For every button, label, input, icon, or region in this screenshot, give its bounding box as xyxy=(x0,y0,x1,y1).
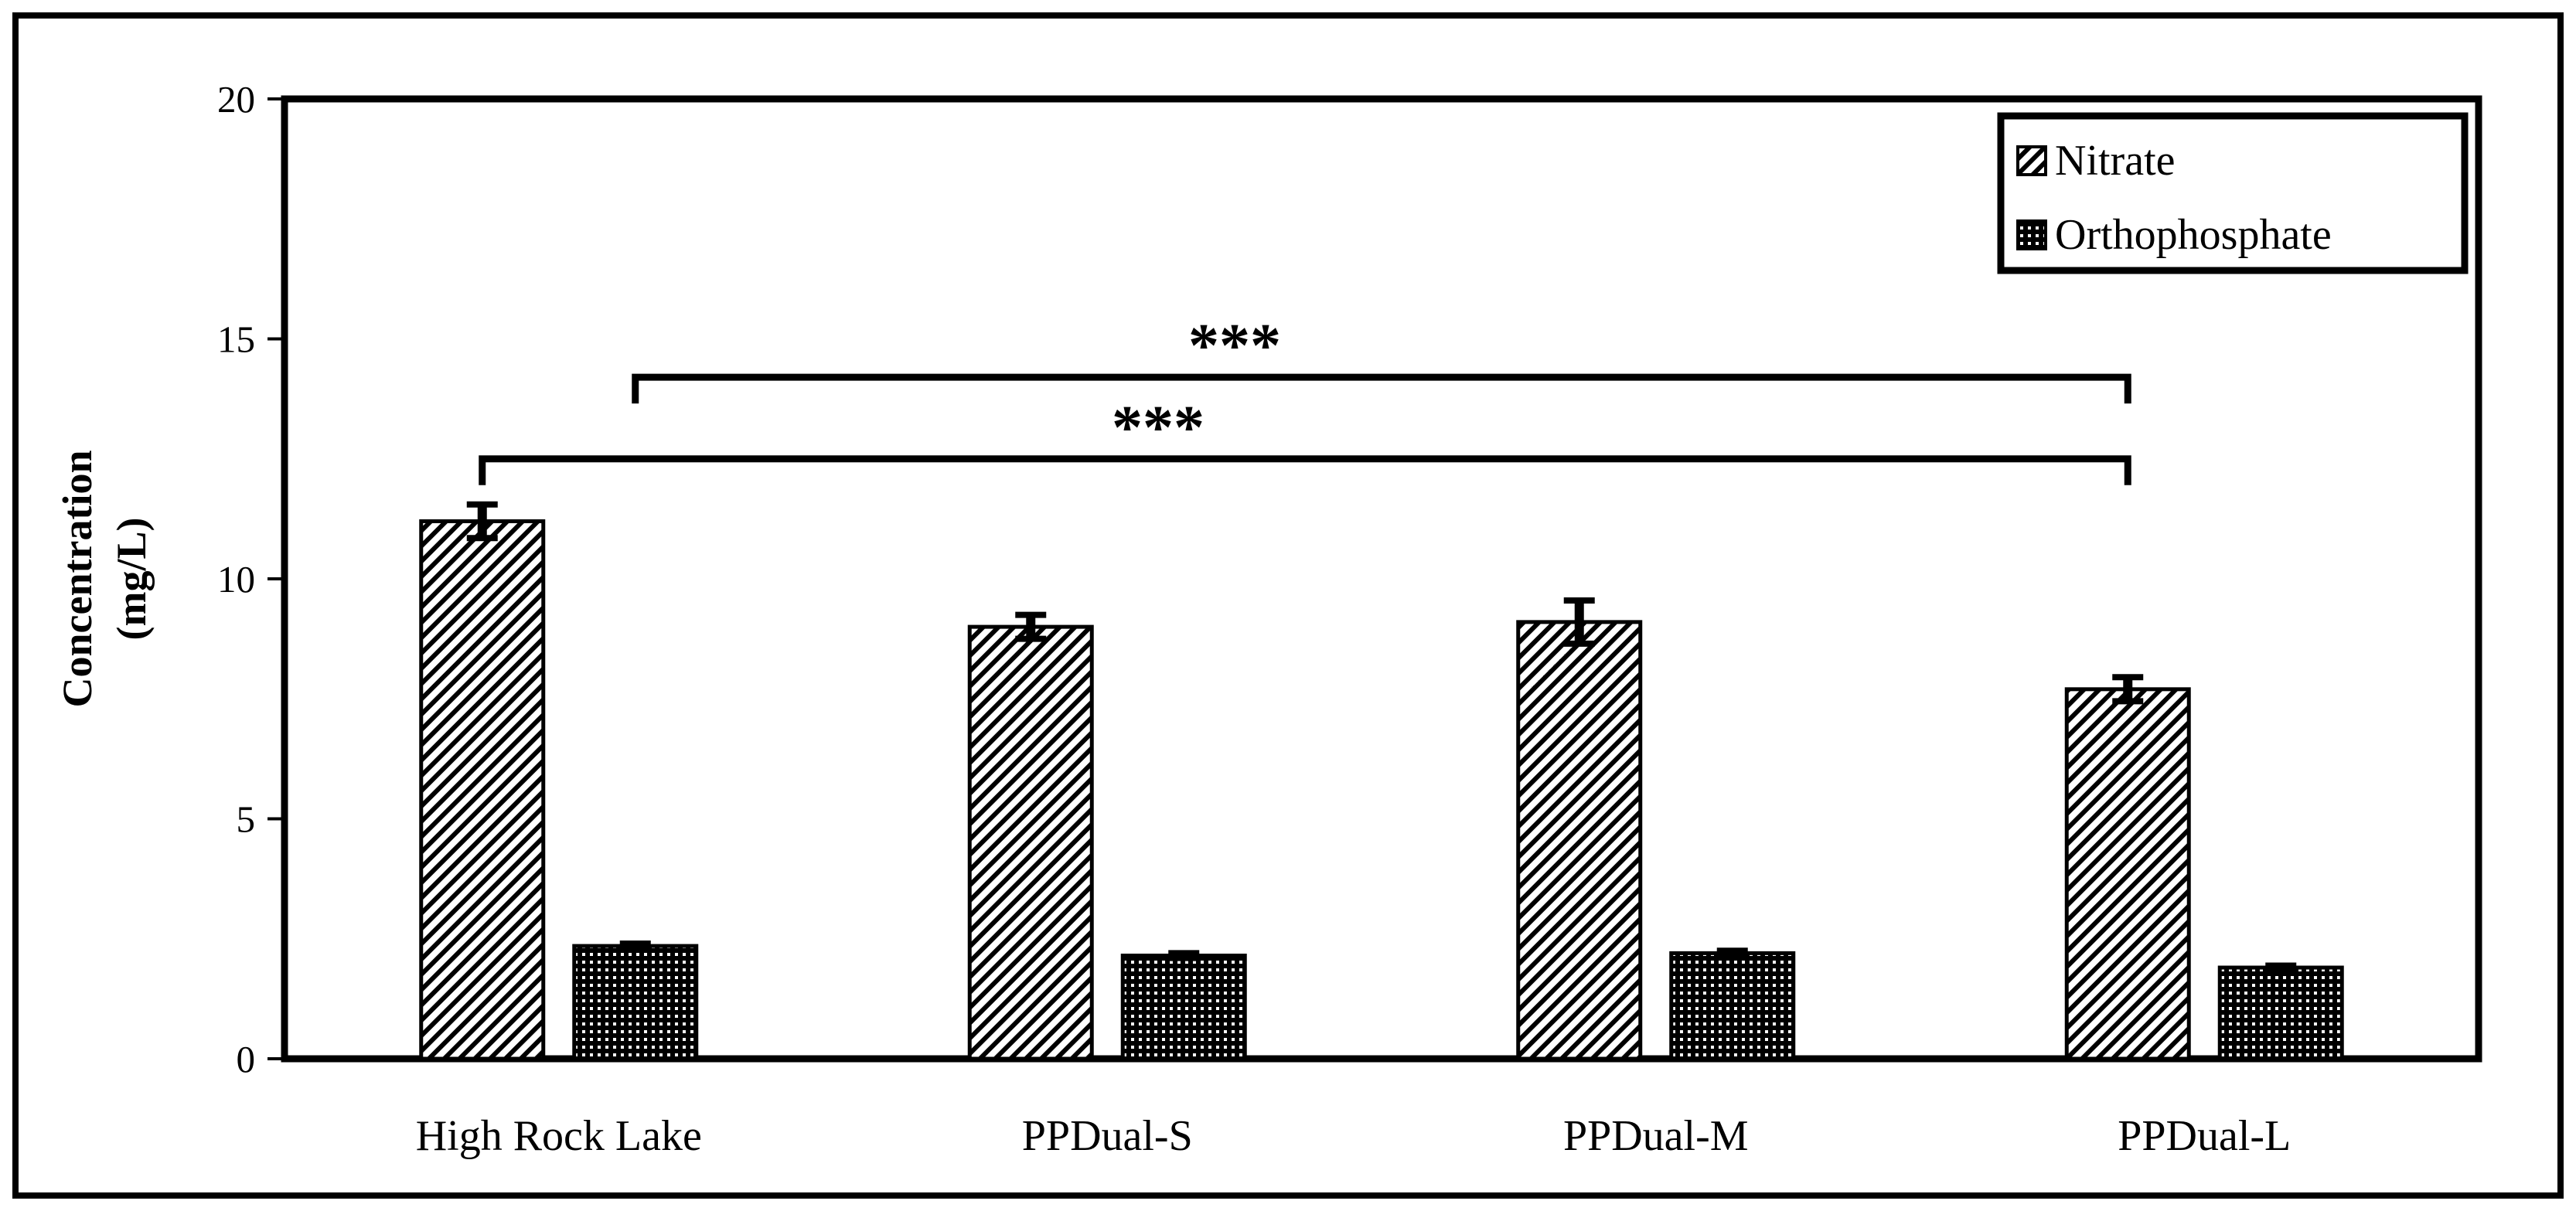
bar-nitrate-0 xyxy=(419,519,546,1061)
bar-orthophosphate-1 xyxy=(1120,953,1247,1061)
outer-frame xyxy=(12,12,2564,1199)
plot-area: 0 5 10 15 20 Concentration (mg/L) High Rock Lak… xyxy=(54,78,2482,1160)
bar-nitrate-3 xyxy=(2064,687,2191,1061)
y-tick-label: 5 xyxy=(237,798,256,841)
legend-swatch-nitrate xyxy=(2016,145,2047,176)
significance-label: *** xyxy=(1112,394,1205,462)
significance-bracket xyxy=(479,455,2131,485)
y-tick-label: 15 xyxy=(217,318,255,361)
x-category-label: High Rock Lake xyxy=(416,1112,702,1160)
y-tick-label: 20 xyxy=(217,78,255,121)
bar-orthophosphate-3 xyxy=(2217,965,2344,1061)
y-axis-label-line: Concentration xyxy=(54,451,101,708)
bar-nitrate-2 xyxy=(1516,620,1643,1061)
bar-nitrate-1 xyxy=(967,624,1094,1061)
y-tick-label: 10 xyxy=(217,558,255,600)
bar-orthophosphate-2 xyxy=(1669,951,1796,1061)
significance-bracket xyxy=(632,373,2131,404)
legend-box xyxy=(1997,112,2469,274)
x-category-label: PPDual-S xyxy=(1022,1112,1193,1160)
y-tick-label: 0 xyxy=(237,1038,256,1080)
y-axis-label: Concentration (mg/L) xyxy=(54,451,155,708)
significance-label: *** xyxy=(1188,312,1281,380)
bar-orthophosphate-0 xyxy=(572,944,699,1061)
legend-label: Orthophosphate xyxy=(2055,211,2332,259)
y-axis-label-line: (mg/L) xyxy=(108,518,155,641)
legend-label: Nitrate xyxy=(2055,137,2175,185)
legend-swatch-orthophosphate xyxy=(2016,219,2047,250)
x-category-label: PPDual-L xyxy=(2118,1112,2291,1160)
x-category-label: PPDual-M xyxy=(1563,1112,1749,1160)
